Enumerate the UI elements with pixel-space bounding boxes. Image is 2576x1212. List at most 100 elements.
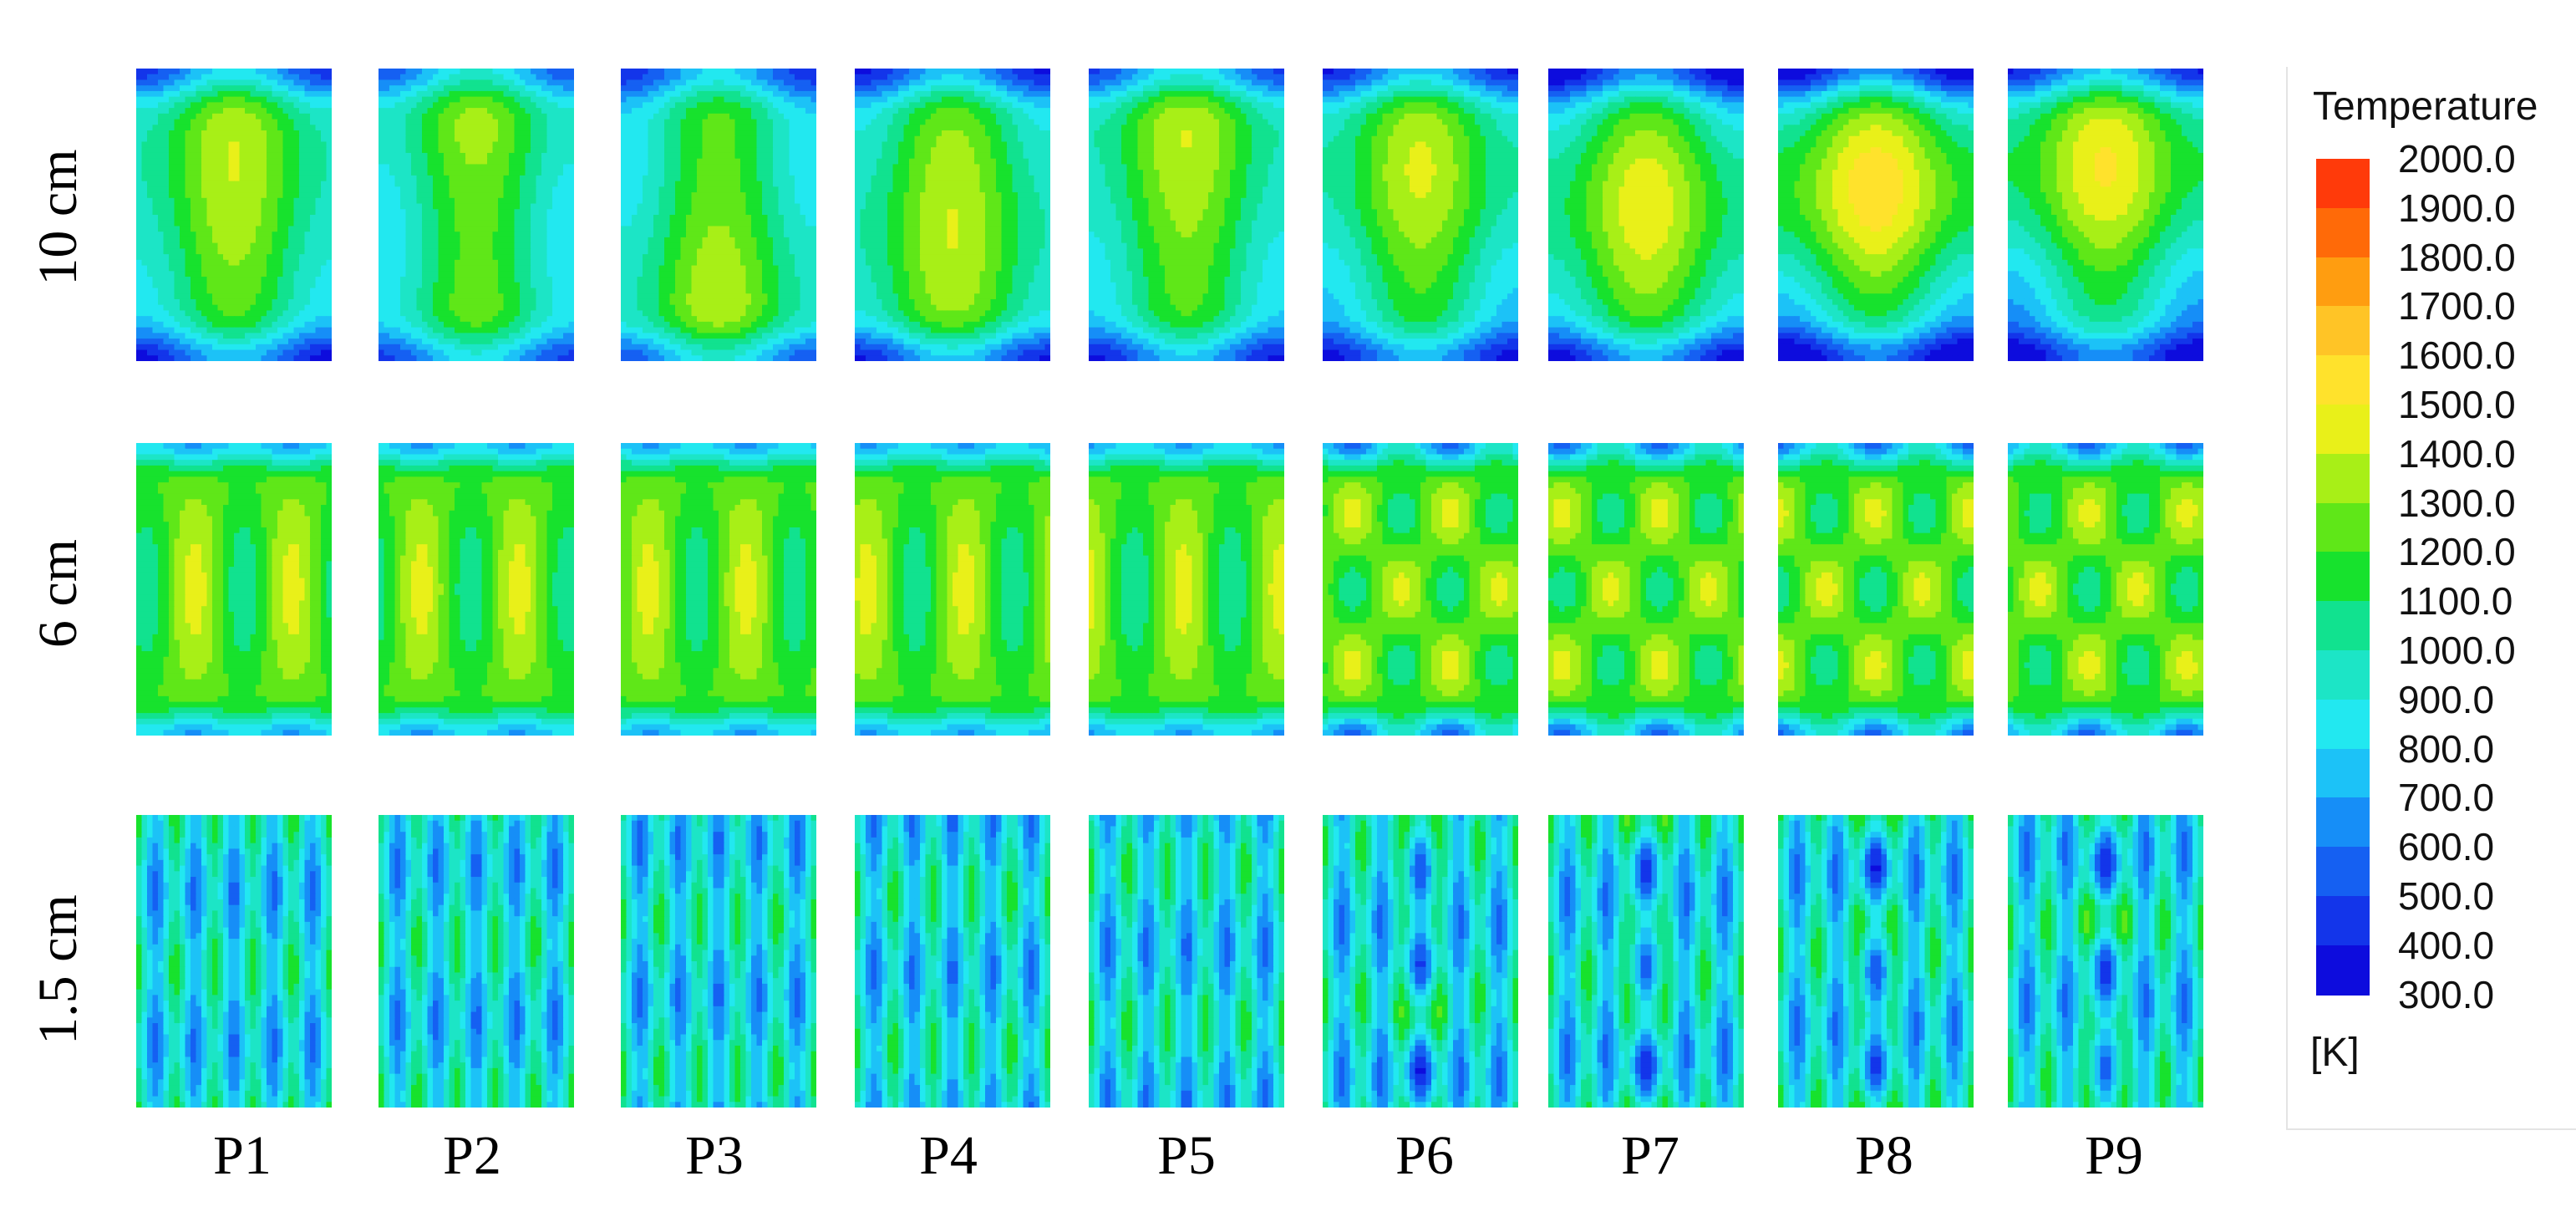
legend-swatch [2316,601,2370,651]
contour-1.5cm-P3 [621,815,817,1108]
contour-10cm-P5 [1089,69,1285,362]
legend-tick-label: 700.0 [2398,778,2494,817]
legend-title: Temperature [2313,84,2538,130]
contour-1.5cm-P8 [1778,815,1974,1108]
legend-tick-label: 600.0 [2398,828,2494,866]
legend-tick-label: 800.0 [2398,730,2494,768]
contour-field [2008,443,2204,736]
contour-6cm-P5 [1089,443,1285,736]
legend-tick-label: 1000.0 [2398,631,2516,670]
contour-field [379,69,575,362]
row-label-1.5cm: 1.5 cm [28,894,89,1045]
legend-tick-label: 1500.0 [2398,385,2516,424]
legend-tick-label: 1700.0 [2398,287,2516,325]
contour-field [1323,443,1519,736]
contour-10cm-P9 [2008,69,2204,362]
legend-swatch [2316,797,2370,848]
contour-field [1089,443,1285,736]
contour-6cm-P4 [855,443,1051,736]
contour-field [855,815,1051,1108]
legend-swatch [2316,552,2370,603]
legend-tick-label: 900.0 [2398,680,2494,719]
contour-1.5cm-P6 [1323,815,1519,1108]
contour-10cm-P2 [379,69,575,362]
legend-tick-label: 300.0 [2398,975,2494,1014]
legend-tick-label: 2000.0 [2398,140,2516,178]
column-label-P2: P2 [443,1128,501,1184]
legend-swatch [2316,405,2370,455]
column-label-P7: P7 [1621,1128,1679,1184]
legend-swatch [2316,650,2370,700]
contour-6cm-P3 [621,443,817,736]
contour-field [379,815,575,1108]
legend-tick-label: 1300.0 [2398,484,2516,522]
row-label-10cm: 10 cm [28,149,89,285]
contour-1.5cm-P2 [379,815,575,1108]
legend-swatch [2316,699,2370,750]
legend-swatch [2316,453,2370,504]
legend-swatch [2316,847,2370,897]
contour-field [379,443,575,736]
contour-6cm-P1 [136,443,333,736]
legend-swatch [2316,159,2370,209]
column-label-P9: P9 [2085,1128,2143,1184]
contour-field [136,69,333,362]
contour-field [136,443,333,736]
column-label-P3: P3 [685,1128,744,1184]
column-label-P4: P4 [919,1128,978,1184]
legend-tick-label: 1100.0 [2398,582,2512,620]
legend-swatch [2316,748,2370,799]
contour-1.5cm-P1 [136,815,333,1108]
contour-10cm-P8 [1778,69,1974,362]
contour-field [1778,443,1974,736]
legend-swatch [2316,207,2370,258]
contour-field [1089,815,1285,1108]
contour-field [855,69,1051,362]
contour-1.5cm-P7 [1548,815,1745,1108]
legend-tick-label: 1400.0 [2398,435,2516,473]
contour-10cm-P3 [621,69,817,362]
contour-field [1323,815,1519,1108]
column-label-P6: P6 [1395,1128,1454,1184]
legend-swatch [2316,945,2370,996]
column-label-P1: P1 [213,1128,272,1184]
contour-field [855,443,1051,736]
contour-10cm-P1 [136,69,333,362]
legend-tick-label: 1600.0 [2398,336,2516,374]
contour-10cm-P6 [1323,69,1519,362]
contour-field [2008,815,2204,1108]
contour-field [1548,69,1745,362]
legend-tick-label: 400.0 [2398,926,2494,965]
legend-swatch [2316,306,2370,357]
legend-unit: [K] [2310,1030,2360,1076]
contour-6cm-P8 [1778,443,1974,736]
contour-1.5cm-P4 [855,815,1051,1108]
contour-6cm-P9 [2008,443,2204,736]
contour-field [136,815,333,1108]
column-label-P8: P8 [1855,1128,1913,1184]
contour-field [1548,815,1745,1108]
legend-tick-label: 1800.0 [2398,238,2516,277]
legend-swatch [2316,896,2370,946]
legend-swatch [2316,257,2370,308]
contour-field [621,443,817,736]
contour-field [1323,69,1519,362]
contour-field [621,69,817,362]
contour-field [1548,443,1745,736]
legend-frame [2286,67,2576,1130]
contour-field [1089,69,1285,362]
column-label-P5: P5 [1157,1128,1216,1184]
contour-10cm-P4 [855,69,1051,362]
contour-1.5cm-P5 [1089,815,1285,1108]
legend-swatch [2316,502,2370,553]
contour-1.5cm-P9 [2008,815,2204,1108]
contour-6cm-P6 [1323,443,1519,736]
contour-6cm-P2 [379,443,575,736]
legend-tick-label: 500.0 [2398,877,2494,915]
contour-6cm-P7 [1548,443,1745,736]
contour-10cm-P7 [1548,69,1745,362]
legend-tick-label: 1200.0 [2398,532,2516,571]
contour-field [1778,815,1974,1108]
contour-field [1778,69,1974,362]
